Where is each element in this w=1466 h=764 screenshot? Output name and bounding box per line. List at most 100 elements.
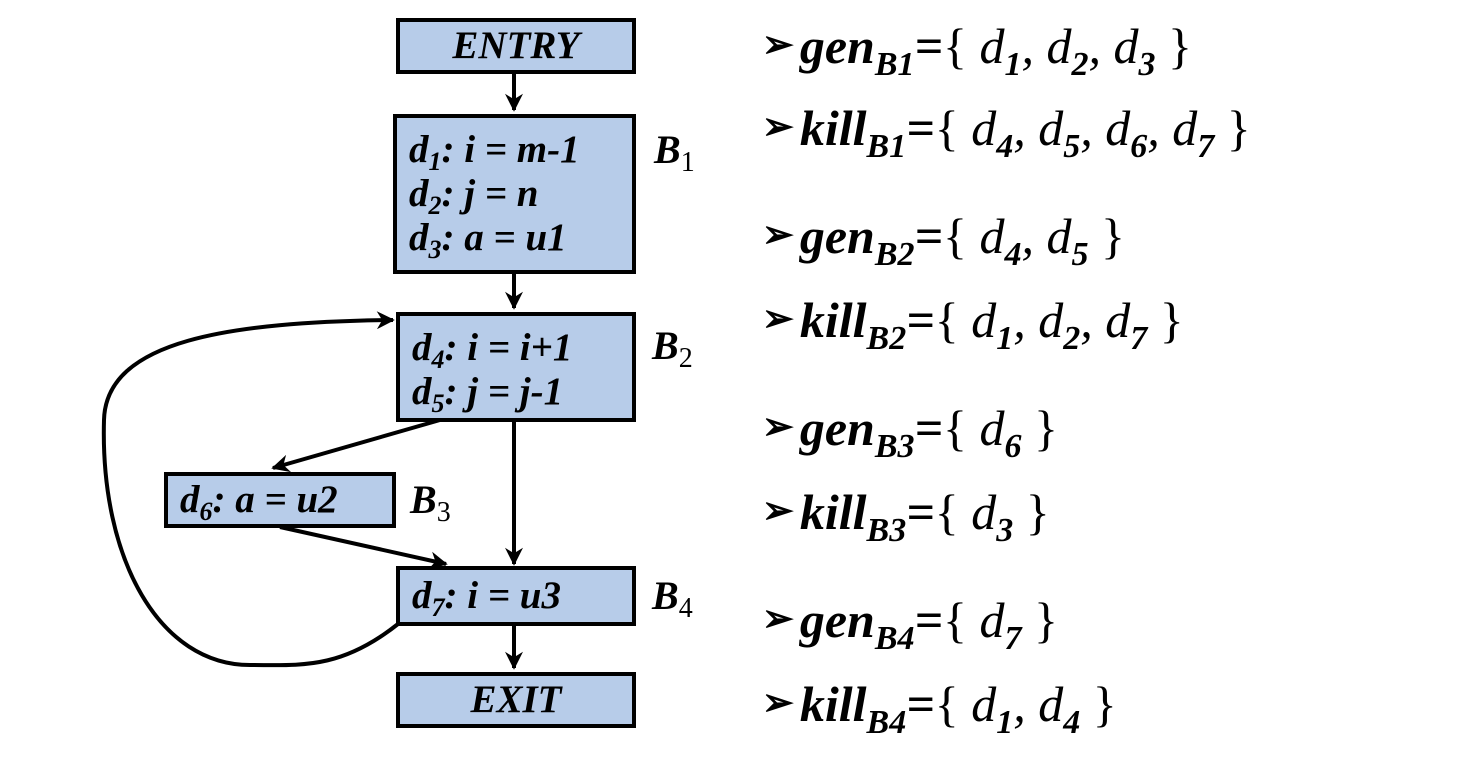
set-name: kill [799, 484, 867, 540]
b1-line-1: d1: i = m-1 [409, 128, 580, 176]
set-item: d [979, 208, 1005, 264]
set-item-sub: 4 [1063, 704, 1081, 741]
set-block-sub: B2 [874, 236, 915, 273]
set-item: d [1046, 208, 1072, 264]
set-equals: = [914, 208, 944, 264]
set-gen-b4: ➢ genB4={ d7 } [762, 592, 1058, 656]
set-open-brace: { [943, 592, 980, 648]
entry-block: ENTRY [396, 18, 636, 74]
set-block-sub: B4 [866, 704, 907, 741]
b2-line-1: d4: i = i+1 [412, 326, 573, 374]
set-block-sub: B1 [874, 46, 915, 83]
b4-line-1: d7: i = u3 [412, 574, 561, 622]
set-item-sub: 3 [1138, 46, 1156, 83]
set-block-sub: B2 [866, 320, 907, 357]
exit-label: EXIT [470, 678, 562, 721]
set-name: kill [799, 100, 867, 156]
set-kill-b1: ➢ killB1={ d4, d5, d6, d7 } [762, 100, 1251, 164]
set-item: d [1105, 100, 1131, 156]
set-equals: = [914, 592, 944, 648]
b1-label: B1 [654, 127, 695, 178]
set-gen-b2: ➢ genB2={ d4, d5 } [762, 208, 1126, 272]
set-block-sub: B4 [874, 620, 915, 657]
set-name: kill [799, 676, 867, 732]
set-separator: , [1021, 208, 1047, 264]
set-item: d [971, 676, 997, 732]
set-item: d [1113, 18, 1139, 74]
set-item-sub: 1 [996, 320, 1014, 357]
set-item: d [1038, 676, 1064, 732]
set-kill-b4: ➢ killB4={ d1, d4 } [762, 676, 1117, 740]
set-item-sub: 7 [1004, 620, 1022, 657]
edge-b2-b3 [271, 418, 441, 473]
b3-line-1: d6: a = u2 [180, 478, 338, 526]
set-separator: , [1013, 292, 1039, 348]
bullet-arrow-icon: ➢ [762, 24, 794, 66]
set-open-brace: { [934, 676, 972, 732]
set-item-sub: 6 [1130, 128, 1148, 165]
set-name: gen [799, 400, 875, 456]
set-close-brace: } [1080, 676, 1117, 732]
b2-line-2: d5: j = j-1 [412, 370, 564, 418]
set-separator: , [1088, 18, 1114, 74]
set-item: d [1038, 292, 1064, 348]
entry-label: ENTRY [452, 24, 580, 67]
set-gen-b1: ➢ genB1={ d1, d2, d3 } [762, 18, 1192, 82]
set-equals: = [914, 400, 944, 456]
set-item: d [1105, 292, 1131, 348]
set-item-sub: 7 [1130, 320, 1148, 357]
edge-b4-b2-loop [101, 311, 400, 668]
set-open-brace: { [943, 208, 980, 264]
set-item-sub: 2 [1071, 46, 1089, 83]
set-name: gen [799, 208, 875, 264]
block-b3: d6: a = u2 [164, 472, 396, 528]
set-item-sub: 1 [996, 704, 1014, 741]
b1-line-3: d3: a = u1 [409, 216, 567, 264]
set-item: d [1038, 100, 1064, 156]
set-block-sub: B1 [866, 128, 907, 165]
set-close-brace: } [1088, 208, 1126, 264]
set-item: d [1172, 100, 1198, 156]
set-open-brace: { [934, 100, 972, 156]
bullet-arrow-icon: ➢ [762, 490, 794, 532]
set-kill-b3: ➢ killB3={ d3 } [762, 484, 1050, 548]
set-equals: = [906, 484, 935, 540]
block-b4: d7: i = u3 [396, 566, 636, 626]
set-close-brace: } [1013, 484, 1050, 540]
set-separator: , [1080, 100, 1106, 156]
set-item: d [979, 18, 1005, 74]
set-item-sub: 1 [1004, 46, 1022, 83]
set-item-sub: 4 [996, 128, 1014, 165]
set-item: d [979, 400, 1005, 456]
set-open-brace: { [934, 484, 972, 540]
block-b2: d4: i = i+1 d5: j = j-1 [396, 312, 636, 422]
block-b1: d1: i = m-1 d2: j = n d3: a = u1 [393, 114, 636, 274]
bullet-arrow-icon: ➢ [762, 598, 794, 640]
b3-label: B3 [410, 477, 451, 528]
set-equals: = [906, 292, 935, 348]
set-item-sub: 5 [1071, 236, 1089, 273]
set-close-brace: } [1147, 292, 1184, 348]
set-item: d [979, 592, 1005, 648]
set-item-sub: 6 [1004, 428, 1022, 465]
b2-label: B2 [652, 323, 693, 374]
set-open-brace: { [943, 400, 980, 456]
set-item: d [1046, 18, 1072, 74]
set-kill-b2: ➢ killB2={ d1, d2, d7 } [762, 292, 1184, 356]
set-name: gen [799, 18, 875, 74]
set-equals: = [906, 676, 935, 732]
exit-block: EXIT [396, 672, 636, 728]
set-item-sub: 5 [1063, 128, 1081, 165]
b4-label: B4 [652, 573, 693, 624]
set-item: d [971, 484, 997, 540]
set-item-sub: 4 [1004, 236, 1022, 273]
set-open-brace: { [943, 18, 980, 74]
set-item: d [971, 292, 997, 348]
set-equals: = [914, 18, 944, 74]
bullet-arrow-icon: ➢ [762, 214, 794, 256]
set-item-sub: 7 [1197, 128, 1215, 165]
bullet-arrow-icon: ➢ [762, 106, 794, 148]
set-block-sub: B3 [874, 428, 915, 465]
set-block-sub: B3 [866, 512, 907, 549]
